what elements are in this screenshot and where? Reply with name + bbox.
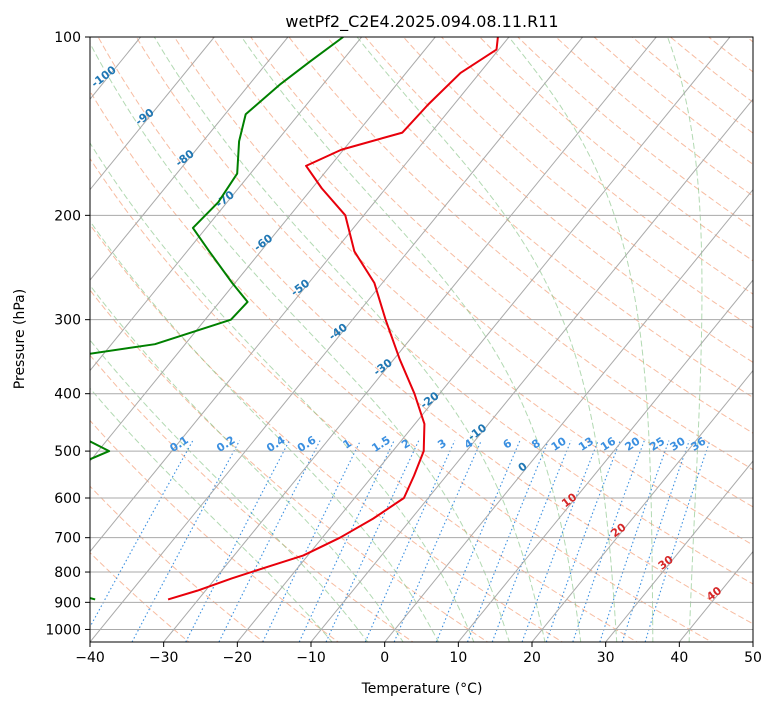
y-tick-label: 300 — [54, 313, 81, 329]
isotherm--10 — [310, 98, 753, 642]
moist-adiabat-10 — [90, 142, 475, 642]
isotherm-0 — [384, 188, 753, 642]
moist-adiabat-40 — [667, 37, 703, 642]
y-tick-label: 200 — [54, 208, 81, 224]
mixing-ratio-line — [218, 440, 321, 642]
dry-adiabat-70 — [173, 37, 753, 546]
dry-adiabat-140 — [440, 37, 753, 295]
temperature-profile-line — [167, 37, 499, 601]
y-tick-label: 1000 — [45, 622, 81, 638]
profiles — [90, 37, 499, 601]
mixing-ratio-line — [393, 440, 482, 642]
dry-adiabat-120 — [364, 37, 753, 363]
plot-frame — [89, 36, 754, 643]
mixing-ratio-line — [90, 440, 194, 629]
isotherm-20 — [531, 369, 753, 642]
mixing-ratio-line — [325, 440, 420, 642]
moist-adiabat-30 — [356, 37, 618, 642]
x-tick-label: 10 — [449, 650, 467, 666]
x-tick-label: 50 — [744, 650, 762, 666]
dry-adiabat-50 — [97, 37, 753, 625]
dewpoint-profile-line — [90, 37, 344, 601]
x-tick-label: 20 — [523, 650, 541, 666]
x-axis-label: Temperature (°C) — [361, 681, 483, 697]
chart-title: wetPf2_C2E4.2025.094.08.11.R11 — [285, 12, 558, 32]
dry-adiabat-110 — [326, 37, 753, 398]
x-tick-label: 30 — [597, 650, 615, 666]
dry-adiabat-90 — [250, 37, 753, 471]
dry-adiabat-20 — [90, 223, 564, 642]
dry-adiabat-80 — [211, 37, 753, 508]
y-tick-label: 600 — [54, 491, 81, 507]
moist-adiabat-5 — [90, 220, 440, 642]
mixing-ratio-line — [364, 440, 456, 642]
moist-adiabat--10 — [90, 387, 333, 642]
y-axis-ticks: 100 200 300 400 500 600 700 800 900 1000 — [45, 30, 90, 638]
background-lines — [90, 37, 753, 642]
dry-adiabat--10 — [90, 419, 340, 642]
y-tick-label: 400 — [54, 387, 81, 403]
y-tick-label: 100 — [54, 30, 81, 46]
plot-area — [90, 37, 753, 642]
moist-adiabat-20 — [153, 37, 546, 642]
isotherm--20 — [236, 37, 731, 642]
mixing-ratio-line — [572, 440, 645, 642]
isotherm-10 — [457, 279, 753, 642]
moist-adiabat-35 — [508, 37, 654, 642]
x-tick-label: −20 — [223, 650, 253, 666]
dry-adiabat-60 — [135, 37, 753, 585]
isotherm--90 — [90, 37, 215, 191]
y-tick-label: 500 — [54, 444, 81, 460]
x-axis-ticks: −40 −30 −20 −10 0 10 20 30 40 50 — [75, 642, 762, 666]
isobars — [90, 37, 753, 630]
x-tick-label: −10 — [296, 650, 326, 666]
moist-adiabat-15 — [90, 42, 510, 642]
dry-adiabat-100 — [288, 37, 753, 434]
isotherm--40 — [90, 37, 583, 642]
moist-adiabat--5 — [90, 339, 369, 642]
y-axis-label: Pressure (hPa) — [12, 289, 28, 389]
mixing-ratio-line — [521, 440, 599, 642]
isotherm--80 — [90, 37, 289, 281]
mixing-ratio-line — [644, 440, 711, 642]
y-tick-label: 900 — [54, 595, 81, 611]
isotherm--70 — [90, 37, 362, 372]
y-tick-label: 800 — [54, 565, 81, 581]
isotherm--50 — [90, 37, 510, 553]
x-tick-label: −30 — [149, 650, 179, 666]
x-tick-label: 40 — [670, 650, 688, 666]
x-tick-label: 0 — [380, 650, 389, 666]
isotherm-30 — [605, 460, 753, 642]
mixing-ratio-line — [545, 440, 621, 642]
dry-adiabats — [90, 37, 753, 642]
x-tick-label: −40 — [75, 650, 105, 666]
isotherm--30 — [163, 37, 657, 642]
mixing-ratio-line — [262, 440, 361, 642]
isotherm--60 — [90, 37, 436, 462]
mixing-ratio-lines — [90, 440, 711, 642]
y-tick-label: 700 — [54, 531, 81, 547]
isotherms — [90, 37, 753, 642]
mixing-ratio-line — [131, 440, 241, 642]
moist-adiabat-0 — [90, 284, 404, 642]
